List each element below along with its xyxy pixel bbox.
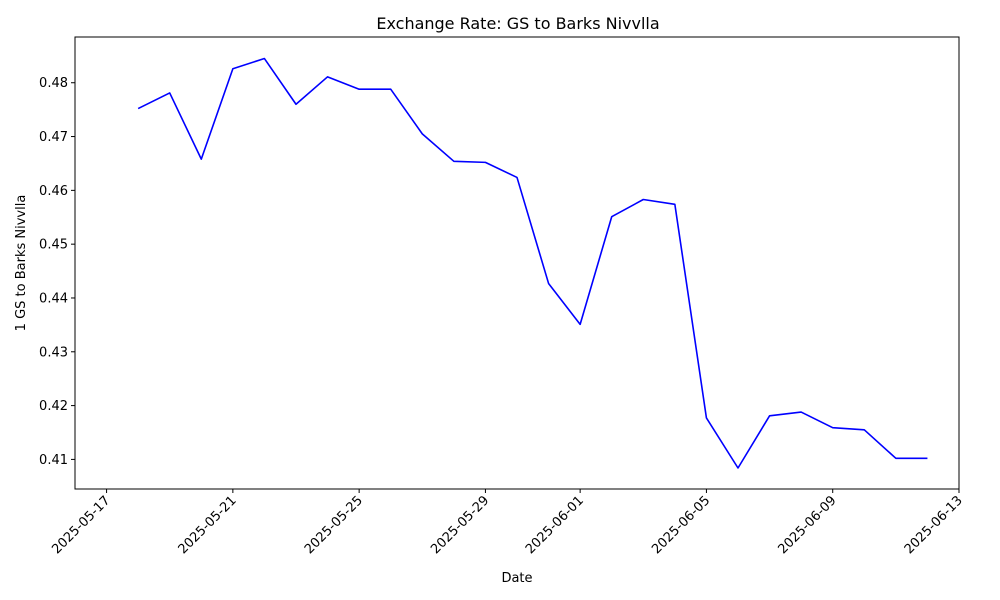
plot-frame bbox=[74, 36, 960, 490]
series-line bbox=[137, 57, 928, 469]
y-tick-label: 0.43 bbox=[39, 345, 68, 360]
y-tick-label: 0.46 bbox=[39, 184, 68, 199]
x-axis-title: Date bbox=[501, 571, 532, 586]
chart-title: Exchange Rate: GS to Barks Nivvlla bbox=[376, 14, 659, 33]
y-tick-label: 0.45 bbox=[39, 238, 68, 253]
x-tick-label: 2025-06-13 bbox=[902, 493, 966, 557]
x-tick-label: 2025-06-09 bbox=[776, 493, 840, 557]
y-tick-label: 0.44 bbox=[39, 291, 68, 306]
x-tick-label: 2025-05-17 bbox=[49, 493, 113, 557]
x-tick-label: 2025-06-01 bbox=[523, 493, 587, 557]
x-tick-label: 2025-06-05 bbox=[649, 493, 713, 557]
y-tick-label: 0.47 bbox=[39, 130, 68, 145]
x-tick-label: 2025-05-21 bbox=[176, 493, 240, 557]
x-tick-label: 2025-05-29 bbox=[428, 493, 492, 557]
y-tick-label: 0.42 bbox=[39, 399, 68, 414]
x-tick-label: 2025-05-25 bbox=[302, 493, 366, 557]
y-tick-label: 0.41 bbox=[39, 453, 68, 468]
y-tick-label: 0.48 bbox=[39, 76, 68, 91]
y-axis-title: 1 GS to Barks Nivvlla bbox=[14, 195, 29, 332]
